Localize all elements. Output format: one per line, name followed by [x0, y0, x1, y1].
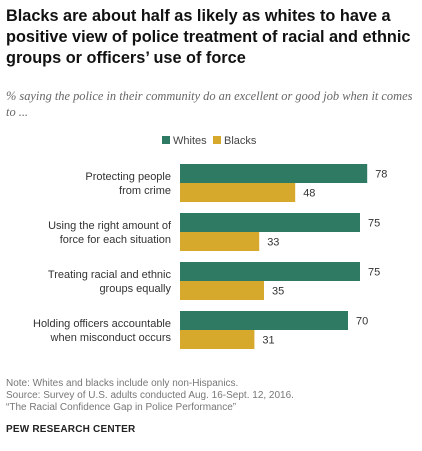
bar-chart: Whites Blacks Protecting people from crime 7… — [33, 135, 387, 349]
category-label: Protecting people — [85, 171, 171, 183]
bar-blacks — [180, 281, 264, 300]
report-title: “The Racial Confidence Gap in Police Per… — [6, 402, 237, 413]
bar-whites — [180, 164, 368, 183]
bar-blacks — [180, 330, 255, 349]
data-label-whites: 75 — [368, 218, 380, 230]
category-label: Holding officers accountable — [33, 318, 171, 330]
bar-blacks — [180, 232, 260, 251]
source-text: Source: Survey of U.S. adults conducted … — [6, 390, 294, 401]
bar-whites — [180, 262, 360, 281]
chart-title: Blacks are about half as likely as white… — [6, 7, 411, 67]
data-label-blacks: 35 — [272, 286, 284, 298]
category-label: when misconduct occurs — [50, 332, 172, 344]
note-text: Note: Whites and blacks include only non… — [6, 378, 239, 389]
chart-subtitle: % saying the police in their community d… — [6, 89, 413, 119]
data-label-whites: 75 — [368, 267, 380, 279]
category-label: force for each situation — [60, 234, 171, 246]
data-label-whites: 70 — [356, 316, 368, 328]
data-label-blacks: 33 — [267, 237, 279, 249]
category-label: Treating racial and ethnic — [48, 269, 172, 281]
category-label: Using the right amount of — [48, 220, 172, 232]
legend-swatch-blacks — [213, 136, 221, 144]
legend-swatch-whites — [162, 136, 170, 144]
legend-label-blacks: Blacks — [224, 135, 257, 147]
legend-label-whites: Whites — [173, 135, 207, 147]
bar-blacks — [180, 183, 296, 202]
source-organization: PEW RESEARCH CENTER — [6, 424, 136, 435]
bar-whites — [180, 311, 348, 330]
notes: Note: Whites and blacks include only non… — [6, 378, 418, 414]
data-label-whites: 78 — [375, 169, 387, 181]
category-label: groups equally — [99, 283, 171, 295]
category-label: from crime — [119, 185, 171, 197]
bar-whites — [180, 213, 360, 232]
data-label-blacks: 31 — [262, 335, 274, 347]
data-label-blacks: 48 — [303, 188, 315, 200]
